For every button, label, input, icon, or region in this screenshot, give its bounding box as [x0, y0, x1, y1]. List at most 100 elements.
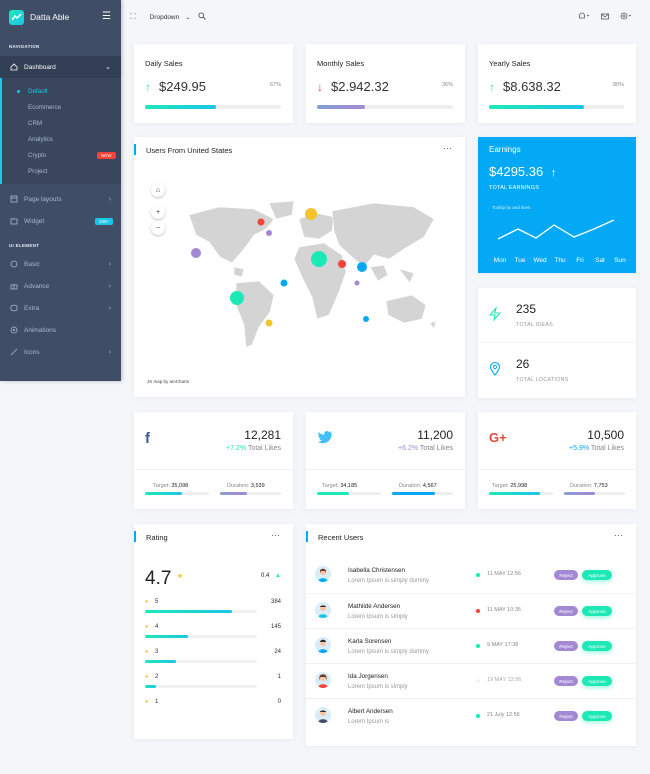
duration-fill [564, 492, 595, 495]
google-plus-card: G+ 10,500 +5.9% Total Likes Target: 25,9… [478, 412, 636, 509]
progress-bar [145, 105, 281, 109]
nav-item-widget[interactable]: Widget 100+ › [0, 210, 121, 232]
nav-item-animations[interactable]: Animations [0, 319, 121, 341]
zoom-in-button[interactable]: + [151, 205, 165, 219]
star-dot-icon: ● [145, 624, 149, 630]
rating-count: 145 [270, 624, 281, 630]
social-count: 12,281 [244, 428, 281, 442]
nav-item-basic[interactable]: Basic › [0, 253, 121, 275]
notification-bell-icon[interactable] [578, 12, 590, 22]
zoom-out-button[interactable]: − [151, 221, 165, 235]
social-target: Target: 35,098 [153, 483, 188, 489]
reject-button[interactable]: Reject [554, 641, 578, 651]
social-percent: +6.2% [398, 445, 419, 452]
arrow-up-icon: ↑ [489, 79, 495, 94]
twitter-icon [317, 430, 333, 448]
star-dot-icon: ● [145, 699, 149, 705]
settings-icon[interactable] [620, 12, 632, 22]
arrow-up-icon: ↑ [550, 167, 557, 179]
reject-button[interactable]: Reject [554, 711, 578, 721]
user-date: 11 MAY 10:35 [487, 607, 521, 613]
nav-item-dashboard-label: Dashboard [24, 63, 56, 71]
twitter-card: 11,200 +6.2% Total Likes Target: 34,185 … [306, 412, 465, 509]
reject-button[interactable]: Reject [554, 570, 578, 580]
rating-count: 384 [270, 599, 281, 605]
target-value: 34,185 [340, 483, 358, 489]
card-title: Monthly Sales [317, 59, 365, 68]
earnings-label: TOTAL EARNINGS [489, 185, 540, 191]
user-row: Isabella Christensen Lorem Ipsum is simp… [306, 558, 636, 593]
card-title: Rating [146, 533, 168, 542]
search-icon[interactable] [198, 12, 207, 22]
feather-icon [9, 348, 18, 357]
sales-amount-value: $8.638.32 [503, 79, 561, 94]
submenu-item-analytics[interactable]: Analytics [28, 135, 53, 143]
zap-icon [488, 305, 502, 324]
status-dot [476, 679, 480, 683]
facebook-card: f 12,281 +7.2% Total Likes Target: 35,09… [134, 412, 293, 509]
approve-button[interactable]: Approve [582, 570, 612, 580]
rating-fill [145, 685, 157, 688]
sales-amount-value: $2.942.32 [331, 79, 389, 94]
day-label: Thu [554, 257, 566, 264]
user-name: Ida Jorgensen [348, 673, 388, 680]
target-bar [317, 492, 381, 495]
duration-label: Duration: [227, 483, 250, 489]
rating-card: Rating ··· 4.7 ★ 0.4 ▲ ● 5 384 ● 4 145 ●… [134, 524, 293, 739]
package-icon [9, 304, 18, 313]
nav-item-animations-label: Animations [24, 326, 57, 334]
approve-button[interactable]: Approve [582, 606, 612, 616]
widget-icon [9, 217, 18, 226]
fullscreen-icon[interactable]: ⛶ [130, 12, 136, 21]
dashboard-submenu: Default Ecommerce CRM Analytics Crypto N… [0, 78, 121, 184]
chevron-right-icon: › [108, 260, 111, 268]
rating-row: ● 5 384 [145, 599, 281, 615]
submenu-item-project[interactable]: Project [28, 167, 48, 175]
rating-bar [145, 660, 257, 663]
approve-button[interactable]: Approve [582, 641, 612, 651]
rating-row: ● 4 145 [145, 624, 281, 640]
brand: Datta Able ☰ [0, 0, 121, 34]
user-date: 19 MAY 12:56 [487, 677, 522, 683]
submenu-item-crm[interactable]: CRM [28, 119, 43, 127]
menu-toggle-icon[interactable]: ☰ [102, 11, 111, 22]
social-likes: +6.2% Total Likes [398, 445, 453, 452]
rating-stars: 4 [155, 624, 159, 630]
more-options-icon[interactable]: ··· [614, 530, 623, 540]
user-date: 11 MAY 12:56 [487, 571, 521, 577]
earnings-amount: $4295.36 ↑ [489, 164, 556, 179]
submenu-item-default[interactable]: Default [2, 83, 121, 99]
nav-item-page-layouts[interactable]: Page layouts › [0, 188, 121, 210]
topbar-dropdown[interactable]: Dropdown ⌄ [150, 14, 191, 21]
sales-percent: 67% [269, 82, 281, 88]
rating-stars: 3 [155, 649, 159, 655]
submenu-item-crypto[interactable]: Crypto NEW [2, 147, 121, 163]
approve-button[interactable]: Approve [582, 676, 612, 686]
submenu-item-ecommerce[interactable]: Ecommerce [28, 103, 62, 111]
stat-locations: 26 TOTAL LOCATIONS [478, 343, 636, 398]
map-home-icon[interactable]: ⌂ [151, 183, 165, 197]
more-options-icon[interactable]: ··· [271, 530, 280, 540]
rating-stars: 1 [155, 699, 159, 705]
nav-item-advance[interactable]: Advance › [0, 275, 121, 297]
rating-change: 0.4 ▲ [261, 573, 281, 579]
map-credit[interactable]: JS map by amCharts [147, 379, 190, 384]
reject-button[interactable]: Reject [554, 606, 578, 616]
sales-amount: ↑ $249.95 [145, 79, 206, 94]
duration-value: 7,753 [593, 483, 608, 489]
star-dot-icon: ● [145, 599, 149, 605]
approve-button[interactable]: Approve [582, 711, 612, 721]
mail-icon[interactable] [601, 13, 609, 22]
user-subtitle: Lorem Ipsum is simply [348, 614, 408, 620]
duration-label: Duration: [570, 483, 593, 489]
nav-item-icons[interactable]: Icons › [0, 341, 121, 363]
more-options-icon[interactable]: ··· [443, 143, 452, 153]
reject-button[interactable]: Reject [554, 676, 578, 686]
world-map [188, 200, 437, 348]
rating-fill [145, 610, 233, 613]
nav-item-dashboard[interactable]: Dashboard ⌄ [0, 56, 121, 78]
monthly-sales-card: Monthly Sales ↓ $2.942.32 36% [306, 44, 465, 123]
stat-number: 235 [516, 302, 537, 316]
nav-item-extra[interactable]: Extra › [0, 297, 121, 319]
rating-bar [145, 685, 257, 688]
